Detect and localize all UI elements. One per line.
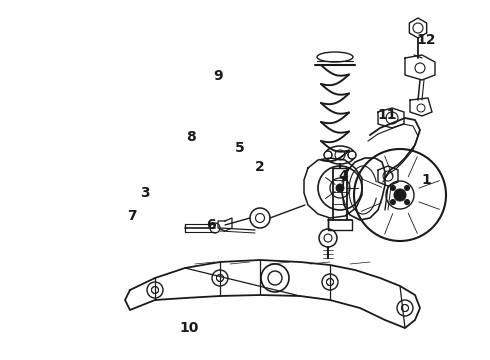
Text: 4: 4: [338, 170, 348, 183]
Text: 10: 10: [179, 321, 198, 334]
Circle shape: [324, 151, 332, 159]
Circle shape: [401, 305, 409, 311]
Text: 1: 1: [421, 173, 431, 187]
Circle shape: [217, 274, 223, 282]
Text: 7: 7: [127, 209, 137, 223]
Text: 8: 8: [186, 130, 196, 144]
Text: 2: 2: [255, 161, 265, 174]
Circle shape: [391, 199, 395, 204]
Text: 3: 3: [140, 186, 149, 199]
Circle shape: [336, 184, 344, 192]
Circle shape: [405, 199, 410, 204]
Circle shape: [326, 279, 334, 285]
Circle shape: [394, 189, 406, 201]
Circle shape: [405, 185, 410, 190]
Circle shape: [348, 151, 356, 159]
Text: 6: 6: [206, 218, 216, 232]
Text: 5: 5: [235, 141, 245, 154]
Text: 11: 11: [377, 108, 397, 122]
Circle shape: [391, 185, 395, 190]
Circle shape: [151, 287, 158, 293]
Text: 12: 12: [416, 33, 436, 46]
Text: 9: 9: [213, 69, 223, 82]
